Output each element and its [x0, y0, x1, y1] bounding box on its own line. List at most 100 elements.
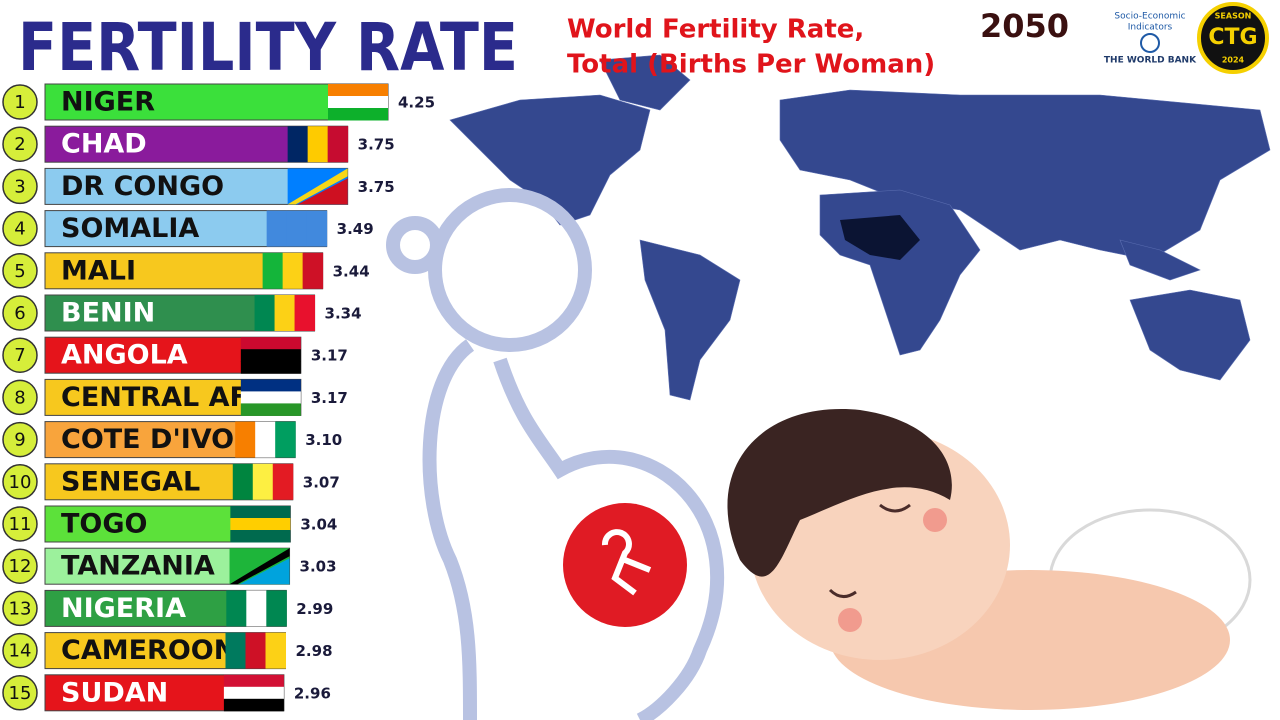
value-label: 3.17 — [311, 347, 348, 365]
flag-stripe — [328, 108, 388, 121]
flag-stripe — [274, 295, 296, 331]
flag-stripe — [265, 632, 287, 669]
badge — [1197, 2, 1269, 74]
pregnant-icon — [386, 188, 725, 720]
flag — [287, 126, 349, 163]
flag-stripe — [297, 178, 348, 205]
rank-circle — [2, 126, 38, 162]
flag — [229, 548, 290, 585]
flag-stripe — [230, 530, 291, 543]
baby-illustration — [727, 409, 1252, 710]
flag-stripe — [240, 391, 301, 404]
flag — [254, 295, 316, 331]
flag-stripe — [302, 252, 324, 289]
flag-stripe — [266, 590, 287, 627]
flag-stripe — [266, 210, 288, 247]
value-label: 2.96 — [294, 684, 331, 702]
flag-stripe — [255, 421, 276, 458]
category-label: SENEGAL — [61, 466, 200, 497]
category-label: MALI — [61, 255, 136, 286]
value-label: 3.34 — [325, 305, 362, 323]
flag-stripe — [223, 686, 284, 700]
rank-circle — [2, 506, 38, 542]
category-label: TANZANIA — [61, 551, 215, 582]
flag — [328, 84, 388, 121]
flag-stripe — [294, 295, 316, 331]
map-dark-region — [840, 215, 920, 260]
flag-stripe — [235, 421, 256, 458]
category-label: SOMALIA — [61, 213, 199, 244]
flag-stripe — [282, 252, 304, 289]
badge-text: SEASON — [1215, 12, 1252, 21]
rank-label: 6 — [14, 303, 25, 324]
rank-label: 10 — [9, 472, 32, 493]
rank-label: 15 — [9, 683, 32, 704]
title: FERTILITY RATE — [18, 9, 518, 86]
category-label: DR CONGO — [61, 171, 224, 202]
rank-circle — [2, 590, 38, 627]
flag-stripe — [307, 126, 329, 163]
flag-stripe — [240, 403, 301, 416]
flag-stripe — [328, 96, 388, 109]
rank-label: 13 — [9, 598, 32, 619]
year: 2050 — [980, 7, 1069, 45]
flag-stripe — [240, 337, 301, 350]
category-label: CAMEROON — [61, 635, 236, 666]
source-text: THE WORLD BANK — [1104, 56, 1197, 66]
rank-circle — [2, 210, 38, 247]
rank-circle — [2, 421, 38, 458]
fetus-outline — [601, 529, 652, 596]
rank-label: 8 — [14, 387, 25, 408]
flag-stripe — [246, 590, 267, 627]
rank-label: 7 — [14, 345, 25, 366]
rank-label: 12 — [9, 556, 32, 577]
flag — [235, 421, 296, 458]
flag-stripe — [240, 361, 301, 374]
flag-stripe — [223, 674, 284, 688]
value-label: 3.07 — [303, 473, 340, 491]
flag-stripe — [254, 295, 276, 331]
rank-circle — [2, 632, 38, 669]
fetus-icon — [563, 503, 687, 627]
flag-stripe — [240, 379, 301, 392]
value-label: 3.03 — [300, 558, 337, 576]
flag-stripe — [287, 126, 309, 163]
badge-text: CTG — [1208, 25, 1257, 50]
rank-circle — [2, 337, 38, 373]
rank-circle — [2, 675, 38, 711]
value-label: 3.44 — [333, 262, 370, 280]
decoration — [386, 54, 1271, 720]
rank-circle — [2, 548, 38, 584]
source-text: Indicators — [1128, 23, 1173, 33]
value-label: 3.04 — [300, 516, 337, 534]
rank-label: 1 — [14, 92, 25, 113]
flag — [223, 674, 284, 712]
rank-circle — [2, 168, 38, 205]
flag-stripe — [239, 558, 290, 585]
flag — [266, 210, 328, 247]
flag — [240, 379, 301, 416]
source-text: Socio-Economic — [1114, 12, 1185, 22]
badge-text: 2024 — [1222, 56, 1245, 65]
category-label: TOGO — [61, 509, 147, 540]
rank-label: 2 — [14, 134, 25, 155]
flag-stripe — [226, 590, 247, 627]
flag-stripe — [275, 421, 296, 458]
rank-label: 9 — [14, 430, 25, 451]
value-label: 3.75 — [358, 136, 395, 154]
rank-label: 11 — [9, 514, 32, 535]
flag-stripe — [306, 210, 328, 247]
flag-stripe — [223, 698, 284, 712]
flag-stripe — [229, 548, 290, 585]
flag — [287, 168, 348, 205]
rank-circle — [2, 464, 38, 500]
world-bank-logo — [1140, 33, 1160, 53]
flag-stripe — [287, 168, 348, 205]
flag-stripe — [327, 126, 349, 163]
value-label: 3.49 — [337, 220, 374, 238]
flag-stripe — [240, 349, 301, 362]
rank-label: 14 — [9, 641, 32, 662]
value-label: 3.17 — [311, 389, 348, 407]
flag — [262, 252, 324, 289]
